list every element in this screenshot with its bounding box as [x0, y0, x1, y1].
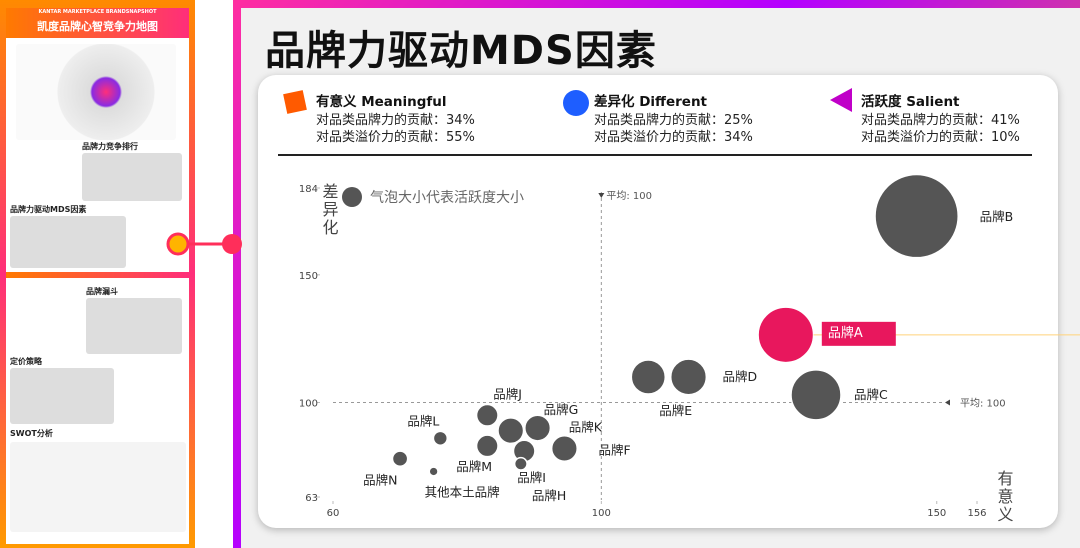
average-marker: [945, 399, 950, 406]
legend-icon: [283, 90, 307, 114]
bubble: [550, 434, 578, 463]
bubble-label: 品牌I: [517, 470, 546, 485]
mds-thumb: [10, 216, 126, 268]
section-title: SWOT分析: [10, 429, 53, 438]
label-box: [821, 321, 896, 346]
y-tick-label: 63: [305, 493, 318, 504]
bubble-label: 品牌C: [854, 387, 888, 402]
swot-thumb: [10, 442, 186, 532]
average-label: 平均: 100: [960, 398, 1006, 410]
bubble: [432, 430, 449, 446]
x-tick-label: 150: [927, 508, 946, 519]
funnel-thumb: [86, 298, 182, 354]
section-title: 品牌漏斗: [86, 287, 118, 296]
connector-dot: [166, 232, 190, 256]
bubble: [428, 466, 439, 477]
bubble-label: 品牌E: [659, 403, 692, 418]
bubble-label: 品牌D: [723, 369, 758, 384]
legend-line: 对品类溢价力的贡献：10%: [861, 130, 1020, 145]
bubble-label: 其他本土品牌: [425, 484, 500, 499]
legend-line: 对品类品牌力的贡献：25%: [594, 113, 753, 128]
bubble-label: 品牌M: [456, 459, 492, 474]
legend-line: 对品类品牌力的贡献：41%: [861, 113, 1020, 128]
bubble-label: 品牌K: [569, 420, 603, 435]
legend-name: 有意义 Meaningful: [316, 94, 447, 110]
average-label: 平均: 100: [606, 190, 652, 202]
sidebar-brand: KANTAR MARKETPLACE BRANDSNAPSHOT: [38, 9, 157, 15]
legend-line: 对品类品牌力的贡献：34%: [316, 113, 475, 128]
sidebar-header: [6, 8, 189, 38]
bubble: [757, 306, 815, 364]
x-tick-label: 100: [592, 508, 611, 519]
legend-icon: [830, 88, 852, 112]
bubble: [475, 403, 499, 427]
connector-dot: [222, 234, 242, 254]
section-title: 品牌力竞争排行: [82, 142, 138, 151]
x-tick-label: 60: [327, 508, 340, 519]
legend-name: 活跃度 Salient: [861, 94, 960, 110]
bubble: [669, 358, 708, 396]
bubble: [524, 414, 552, 442]
bubble: [391, 450, 409, 468]
bubble-label: 品牌N: [363, 473, 397, 488]
bubble-label: 品牌J: [493, 386, 522, 401]
size-note: 气泡大小代表活跃度大小: [370, 190, 524, 206]
bubble: [497, 417, 525, 445]
legend-line: 对品类溢价力的贡献：55%: [316, 130, 475, 145]
bubble: [513, 456, 528, 471]
bubble: [475, 434, 499, 458]
y-tick-label: 150: [299, 271, 318, 282]
rank-thumb: [82, 153, 182, 201]
bubble-label: 品牌B: [980, 209, 1014, 224]
sidebar-heading: 凯度品牌心智竞争力地图: [37, 20, 158, 33]
size-note-icon: [342, 187, 362, 207]
page-title: 品牌力驱动MDS因素: [265, 28, 657, 74]
x-tick-label: 156: [967, 508, 986, 519]
card: [258, 75, 1058, 528]
legend-line: 对品类溢价力的贡献：34%: [594, 130, 753, 145]
y-tick-label: 100: [299, 399, 318, 410]
section-title: 品牌力驱动MDS因素: [10, 205, 87, 214]
price-thumb: [10, 368, 114, 424]
y-tick-label: 184: [299, 184, 318, 195]
bubble: [630, 359, 667, 395]
bubble: [874, 173, 959, 259]
divider: [6, 272, 189, 278]
sidebar: KANTAR MARKETPLACE BRANDSNAPSHOT 凯度品牌心智竞…: [6, 8, 189, 544]
axis-title: 有意义: [995, 470, 1014, 524]
bubble-label: 品牌L: [407, 413, 439, 428]
bubble: [790, 369, 842, 421]
legend-name: 差异化 Different: [594, 94, 708, 110]
bubble-label: 品牌F: [598, 442, 630, 457]
axis-title: 差异化: [320, 183, 339, 237]
map-thumb: [16, 44, 176, 140]
bubble-label: 品牌G: [544, 402, 579, 417]
average-marker: [598, 193, 605, 198]
legend-icon: [563, 90, 589, 116]
bubble-label: 品牌A: [828, 325, 863, 341]
bubble-label: 品牌H: [532, 488, 566, 503]
section-title: 定价策略: [10, 357, 42, 366]
